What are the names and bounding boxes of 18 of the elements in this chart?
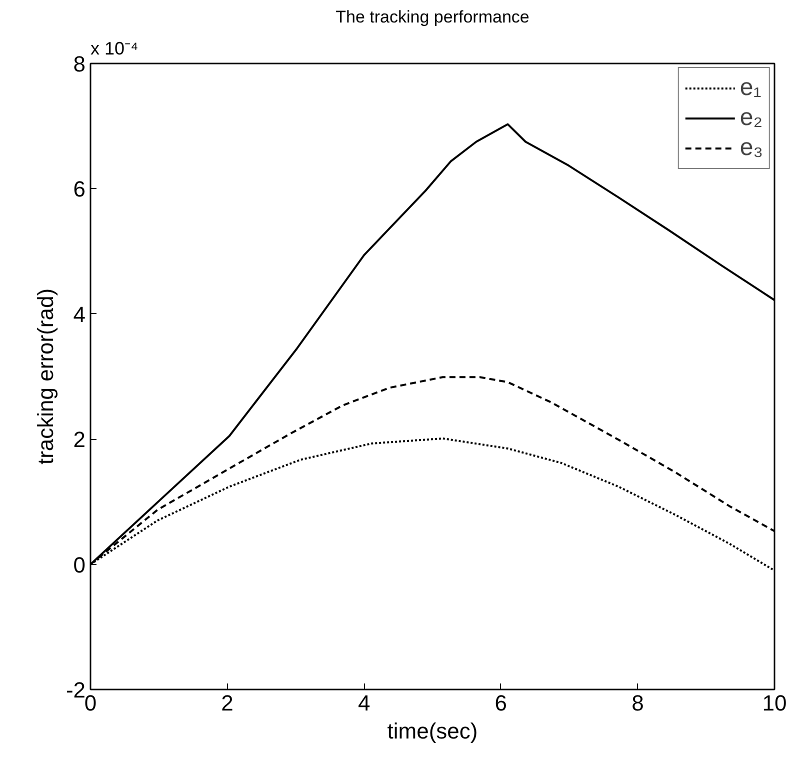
x-axis-title: time(sec) xyxy=(387,718,478,744)
y-tick-label: 2 xyxy=(73,427,86,452)
y-axis-title: tracking error(rad) xyxy=(32,288,58,465)
y-tick-label: 0 xyxy=(73,552,86,578)
legend-label: e₂ xyxy=(740,104,763,132)
legend-label: e₃ xyxy=(740,134,763,162)
legend-label: e₁ xyxy=(740,74,762,102)
y-tick-label: 8 xyxy=(73,52,86,76)
x-tick-label: 8 xyxy=(632,690,644,716)
y-tick-label: -2 xyxy=(66,678,86,702)
x-tick-label: 10 xyxy=(762,690,787,716)
y-tick-label: 6 xyxy=(73,176,86,202)
x-tick-label: 6 xyxy=(494,690,508,716)
x-tick-label: 4 xyxy=(358,690,370,716)
text: x 10⁻⁴ xyxy=(90,38,138,58)
chart-title: The tracking performance xyxy=(336,8,530,26)
x-tick-label: 2 xyxy=(221,690,234,716)
y-tick-label: 4 xyxy=(73,302,86,327)
